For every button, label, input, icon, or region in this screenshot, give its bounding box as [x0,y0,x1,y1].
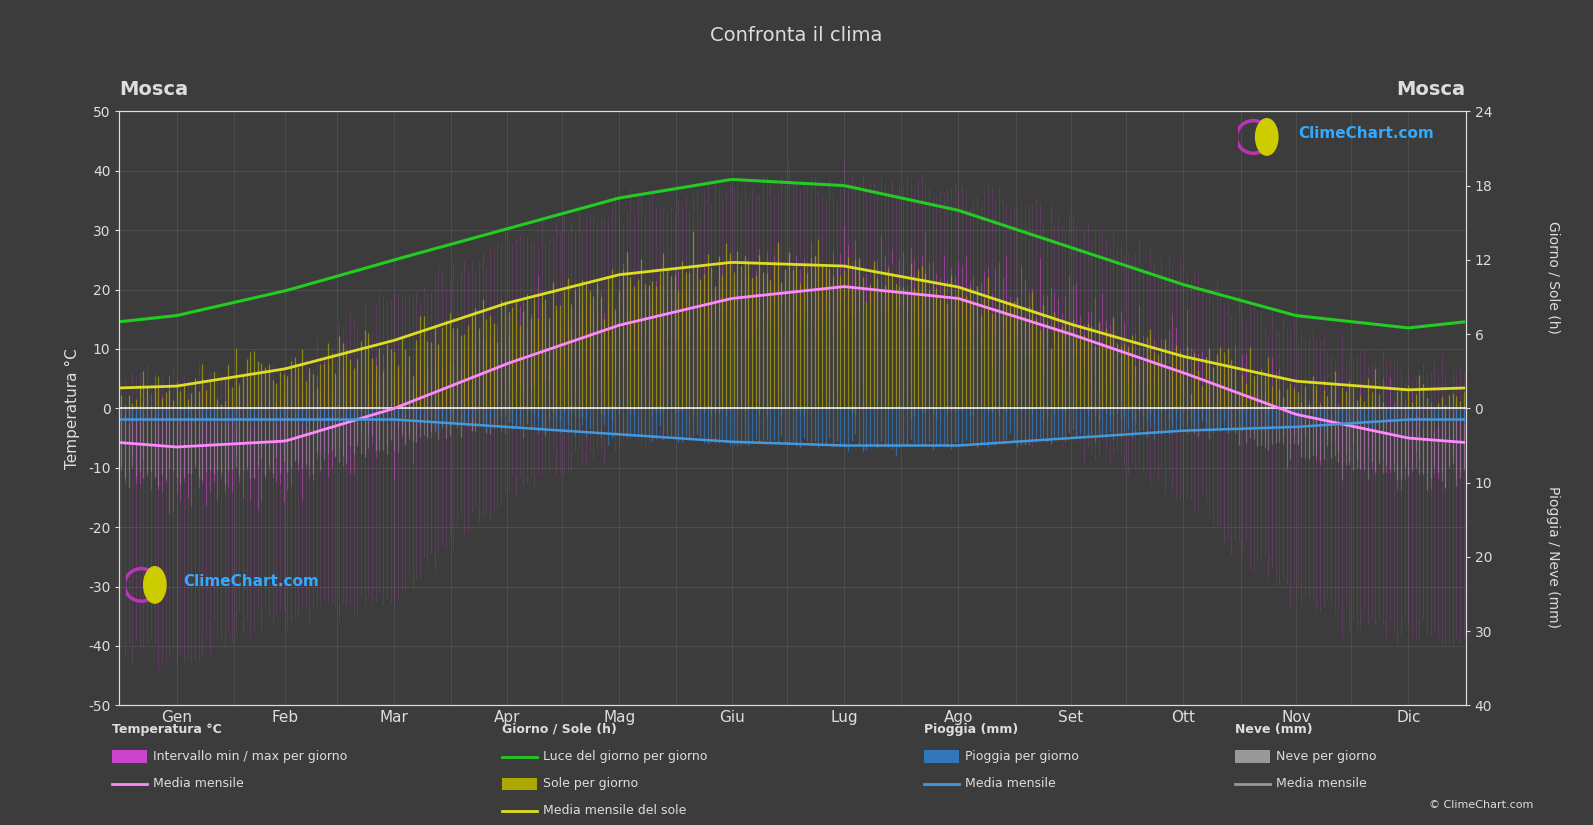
Text: Media mensile: Media mensile [153,777,244,790]
Text: Giorno / Sole (h): Giorno / Sole (h) [1547,221,1560,334]
Text: Confronta il clima: Confronta il clima [710,26,883,45]
Text: Pioggia / Neve (mm): Pioggia / Neve (mm) [1547,486,1560,628]
Text: Luce del giorno per giorno: Luce del giorno per giorno [543,750,707,763]
Text: Temperatura °C: Temperatura °C [112,723,221,736]
Text: Pioggia (mm): Pioggia (mm) [924,723,1018,736]
Text: Giorno / Sole (h): Giorno / Sole (h) [502,723,616,736]
Text: ClimeChart.com: ClimeChart.com [1298,126,1434,141]
Ellipse shape [143,567,166,603]
Text: Mosca: Mosca [119,80,188,99]
Y-axis label: Temperatura °C: Temperatura °C [65,348,80,469]
Text: Neve per giorno: Neve per giorno [1276,750,1376,763]
Text: © ClimeChart.com: © ClimeChart.com [1429,800,1534,810]
Text: Media mensile: Media mensile [965,777,1056,790]
Text: ClimeChart.com: ClimeChart.com [183,574,319,589]
Ellipse shape [1255,119,1278,155]
Text: Media mensile del sole: Media mensile del sole [543,804,687,818]
Text: Sole per giorno: Sole per giorno [543,777,639,790]
Text: Pioggia per giorno: Pioggia per giorno [965,750,1078,763]
Text: Mosca: Mosca [1397,80,1466,99]
Text: Intervallo min / max per giorno: Intervallo min / max per giorno [153,750,347,763]
Text: Media mensile: Media mensile [1276,777,1367,790]
Text: Neve (mm): Neve (mm) [1235,723,1313,736]
